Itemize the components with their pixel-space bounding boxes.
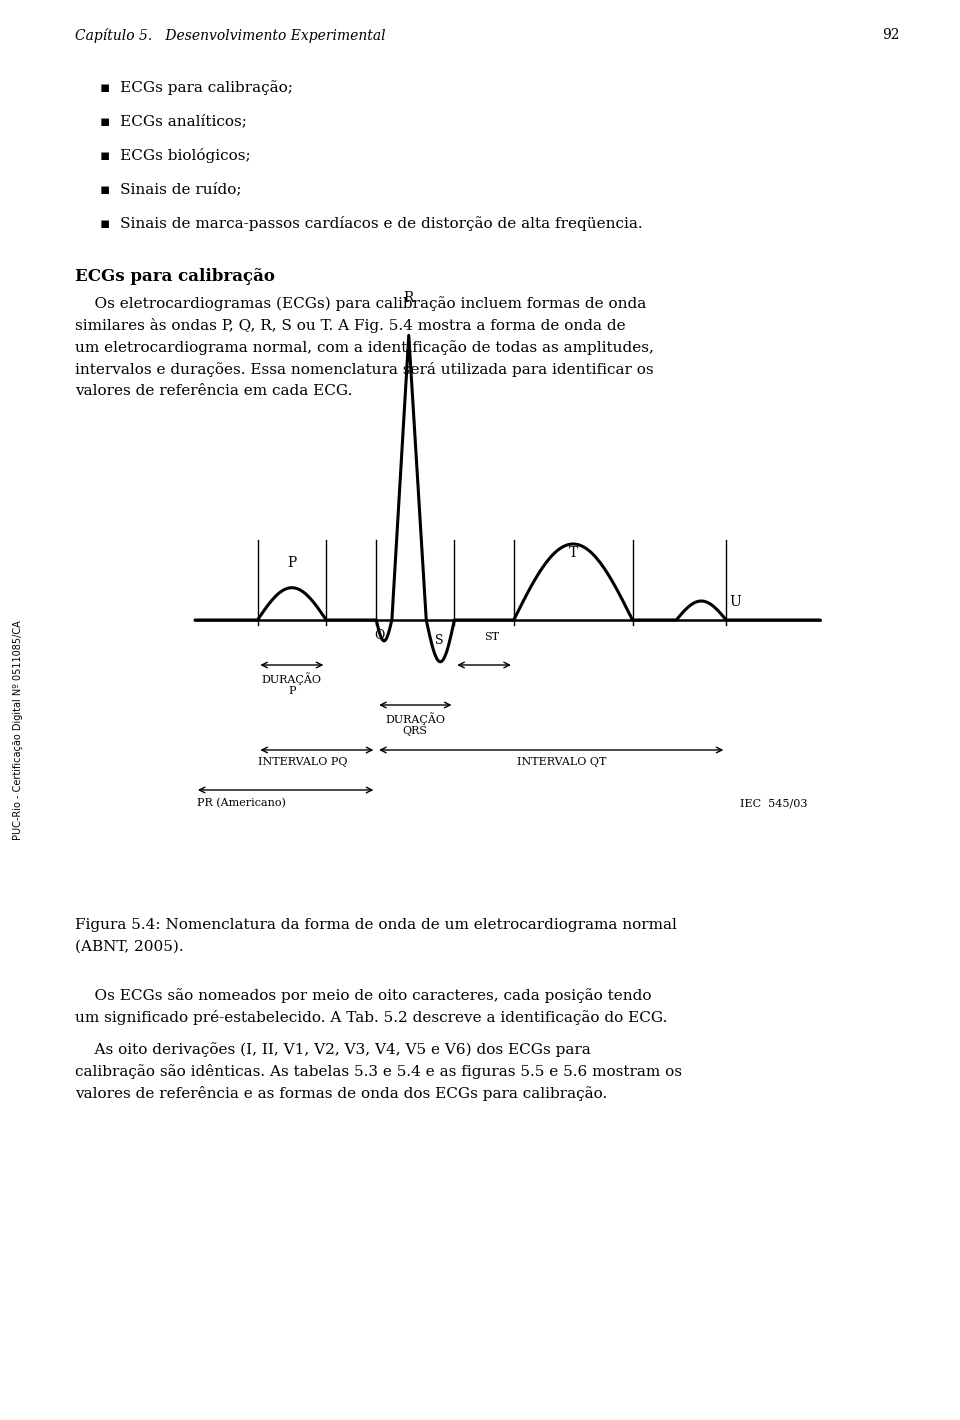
Text: ST: ST [485,632,499,642]
Text: PR (Americano): PR (Americano) [197,798,286,808]
Text: Figura 5.4: Nomenclatura da forma de onda de um eletrocardiograma normal: Figura 5.4: Nomenclatura da forma de ond… [75,917,677,932]
Text: P: P [287,557,297,569]
Text: U: U [730,595,741,609]
Text: valores de referência e as formas de onda dos ECGs para calibração.: valores de referência e as formas de ond… [75,1086,608,1100]
Text: As oito derivações (I, II, V1, V2, V3, V4, V5 e V6) dos ECGs para: As oito derivações (I, II, V1, V2, V3, V… [75,1042,590,1056]
Text: 92: 92 [882,28,900,43]
Text: similares às ondas P, Q, R, S ou T. A Fig. 5.4 mostra a forma de onda de: similares às ondas P, Q, R, S ou T. A Fi… [75,318,626,334]
Text: Capítulo 5.   Desenvolvimento Experimental: Capítulo 5. Desenvolvimento Experimental [75,28,386,43]
Text: R: R [403,291,414,305]
Text: calibração são idênticas. As tabelas 5.3 e 5.4 e as figuras 5.5 e 5.6 mostram os: calibração são idênticas. As tabelas 5.3… [75,1064,682,1079]
Text: intervalos e durações. Essa nomenclatura será utilizada para identificar os: intervalos e durações. Essa nomenclatura… [75,362,654,376]
Text: ECGs para calibração: ECGs para calibração [75,268,275,285]
Text: PUC-Rio - Certificação Digital Nº 0511085/CA: PUC-Rio - Certificação Digital Nº 051108… [13,621,23,839]
Text: Os ECGs são nomeados por meio de oito caracteres, cada posição tendo: Os ECGs são nomeados por meio de oito ca… [75,988,652,1003]
Text: Q: Q [374,628,385,640]
Text: ▪  ECGs para calibração;: ▪ ECGs para calibração; [100,80,293,95]
Text: ▪  Sinais de ruído;: ▪ Sinais de ruído; [100,182,242,196]
Text: IEC  545/03: IEC 545/03 [740,798,807,808]
Text: INTERVALO QT: INTERVALO QT [516,757,606,767]
Text: DURAÇÃO
P: DURAÇÃO P [262,672,322,696]
Text: um significado pré-estabelecido. A Tab. 5.2 descreve a identificação do ECG.: um significado pré-estabelecido. A Tab. … [75,1010,667,1025]
Text: DURAÇÃO
QRS: DURAÇÃO QRS [385,711,445,737]
Text: ▪  ECGs analíticos;: ▪ ECGs analíticos; [100,114,247,128]
Text: ▪  ECGs biológicos;: ▪ ECGs biológicos; [100,148,251,163]
Text: ▪  Sinais de marca-passos cardíacos e de distorção de alta freqüencia.: ▪ Sinais de marca-passos cardíacos e de … [100,216,642,231]
Text: um eletrocardiograma normal, com a identificação de todas as amplitudes,: um eletrocardiograma normal, com a ident… [75,339,654,355]
Text: Os eletrocardiogramas (ECGs) para calibração incluem formas de onda: Os eletrocardiogramas (ECGs) para calibr… [75,295,646,311]
Text: T: T [568,547,578,559]
Text: (ABNT, 2005).: (ABNT, 2005). [75,940,183,954]
Text: INTERVALO PQ: INTERVALO PQ [257,757,347,767]
Text: valores de referência em cada ECG.: valores de referência em cada ECG. [75,383,352,398]
Text: S: S [435,633,443,648]
